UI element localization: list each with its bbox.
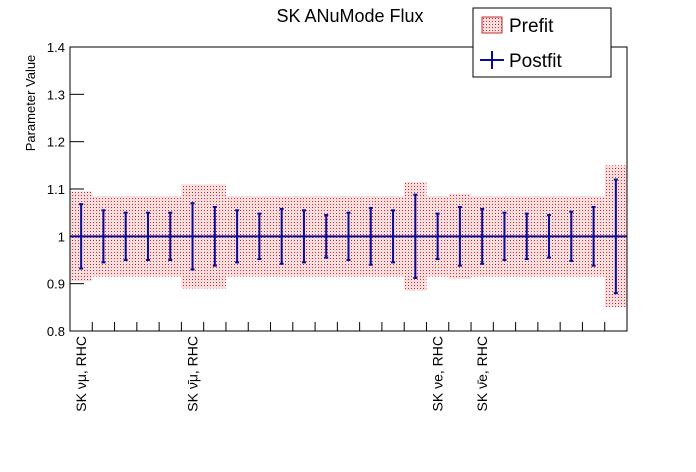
postfit-point (101, 234, 105, 238)
postfit-point (547, 234, 551, 238)
y-tick-label: 1.3 (47, 87, 65, 102)
y-tick-label: 1 (58, 229, 65, 244)
postfit-point (436, 234, 440, 238)
y-tick-label: 1.1 (47, 182, 65, 197)
legend-label: Prefit (509, 16, 554, 37)
postfit-point (569, 234, 573, 238)
chart-title: SK ANuMode Flux (276, 6, 423, 26)
postfit-point (235, 234, 239, 238)
y-tick-label: 0.8 (47, 324, 65, 339)
x-tick-label: SK ν̄e, RHC (474, 336, 490, 411)
y-tick-label: 0.9 (47, 277, 65, 292)
postfit-point (124, 234, 128, 238)
postfit-point (280, 234, 284, 238)
frame (69, 46, 628, 332)
postfit-point (592, 234, 596, 238)
y-tick-label: 1.2 (47, 135, 65, 150)
postfit-point (369, 234, 373, 238)
y-tick-label: 1.4 (47, 40, 65, 55)
x-tick-label: SK νe, RHC (430, 336, 446, 411)
postfit-point (79, 234, 83, 238)
postfit-point (324, 234, 328, 238)
postfit-point (614, 234, 618, 238)
postfit-point (391, 234, 395, 238)
legend: Prefit Postfit (472, 7, 612, 78)
postfit-point (413, 234, 417, 238)
plot-area: 0.8 0.9 1 1.1 1.2 1.3 1.4 SK νμ, RHC SK ν̄μ, RHC… (47, 40, 628, 412)
x-tick-label: SK νμ, RHC (73, 336, 89, 412)
postfit-point (480, 234, 484, 238)
postfit-point (302, 234, 306, 238)
postfit-point (347, 234, 350, 238)
postfit-point (213, 234, 217, 238)
legend-swatch (481, 16, 503, 34)
postfit-point (525, 234, 529, 238)
legend-label: Postfit (509, 51, 563, 72)
postfit-point (458, 234, 462, 238)
y-axis-label: Parameter Value (23, 55, 38, 152)
x-tick-label: SK ν̄μ, RHC (185, 336, 201, 412)
postfit-point (168, 234, 172, 238)
postfit-point (502, 234, 506, 238)
postfit-point (146, 234, 150, 238)
postfit-point (191, 234, 195, 238)
postfit-point (257, 234, 261, 238)
